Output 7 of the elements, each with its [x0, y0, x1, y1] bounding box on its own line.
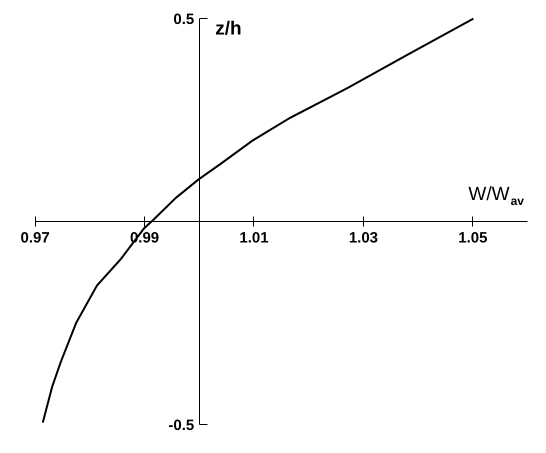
- y-tick-label: -0.5: [168, 416, 194, 434]
- x-tick-label: 1.01: [239, 229, 269, 246]
- x-tick-label: 0.97: [20, 229, 50, 246]
- x-tick-label: 1.05: [458, 229, 488, 246]
- y-tick-label: 0.5: [173, 11, 194, 28]
- x-tick-label: 1.03: [348, 229, 378, 246]
- y-axis-title: z/h: [215, 18, 242, 40]
